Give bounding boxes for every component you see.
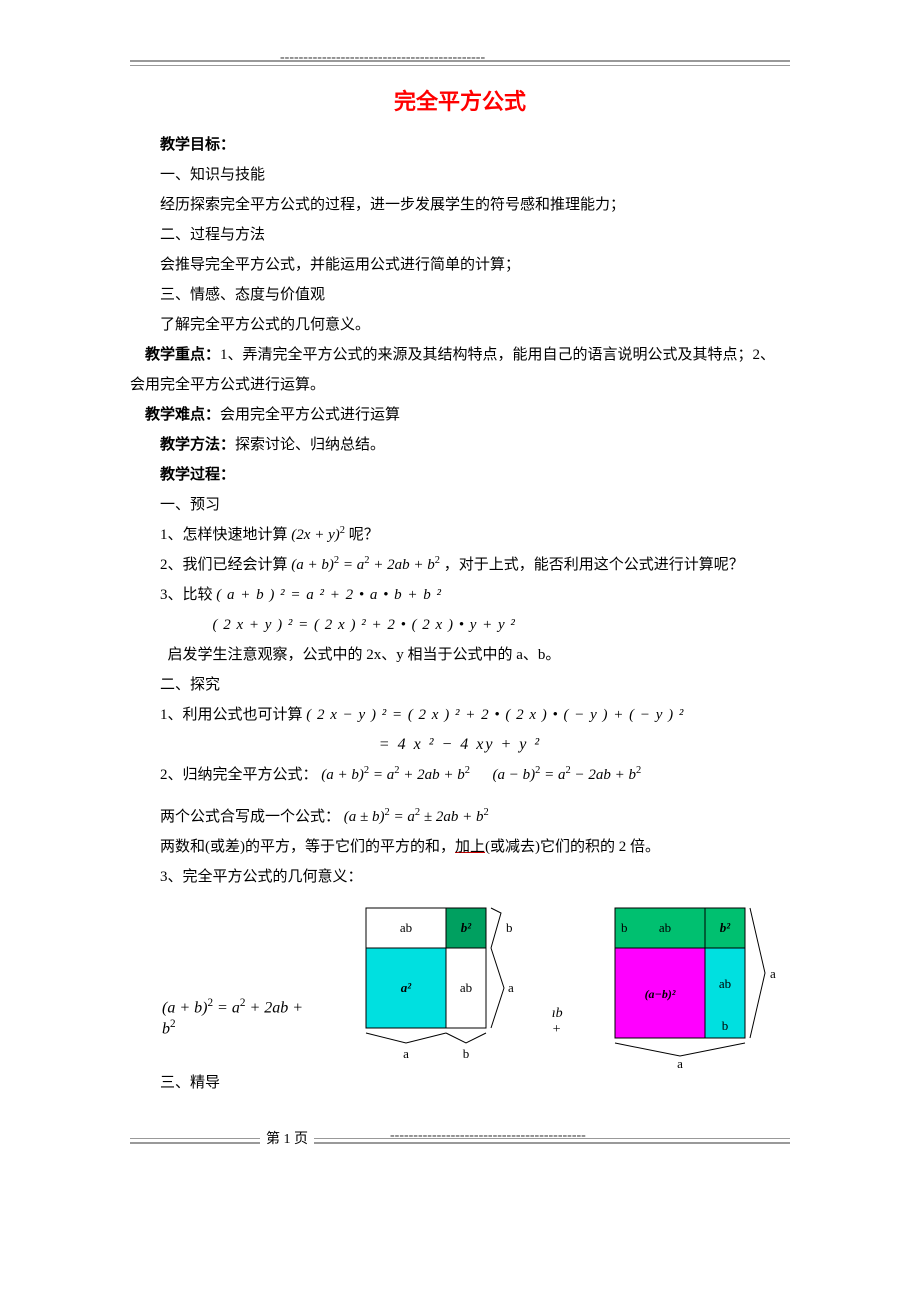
merge-label: 两个公式合写成一个公式： (160, 809, 340, 825)
footer: 第 1 页 ----------------------------------… (130, 1138, 790, 1144)
process-label: 教学过程： (130, 460, 790, 490)
merge-para: 两个公式合写成一个公式： (a ± b)2 = a2 ± 2ab + b2 (130, 802, 790, 832)
footer-dashes: ----------------------------------------… (390, 1128, 586, 1144)
d2-top-ab: ab (659, 920, 671, 935)
d1-bottom-b: b (463, 1046, 470, 1061)
preview-q1a: 1、怎样快速地计算 (160, 527, 288, 543)
diagram-diff-square: b ab b² (a−b)² ab b a a (605, 898, 790, 1068)
header-dashes: ----------------------------------------… (280, 50, 485, 66)
formula-2xy: (2x + y)2 (291, 527, 345, 543)
preview-heading: 一、预习 (130, 490, 790, 520)
preview-q2: 2、我们已经会计算 (a + b)2 = a2 + 2ab + b2 ，对于上式… (130, 550, 790, 580)
words-para: 两数和(或差)的平方，等于它们的平方的和，加上(或减去)它们的积的 2 倍。 (130, 832, 790, 862)
method-para: 教学方法：探索讨论、归纳总结。 (130, 430, 790, 460)
difficulty-text: 会用完全平方公式进行运算 (220, 407, 400, 423)
section3-heading: 三、情感、态度与价值观 (130, 280, 790, 310)
explore-formula-1: ( 2 x − y ) ² = ( 2 x ) ² + 2 • ( 2 x ) … (306, 707, 684, 723)
geo-hint: ıb + (552, 1006, 575, 1038)
preview-q1: 1、怎样快速地计算 (2x + y)2 呢？ (130, 520, 790, 550)
d2-right-b: b (722, 1018, 729, 1033)
d1-ab2-label: ab (460, 980, 472, 995)
section1-heading: 一、知识与技能 (130, 160, 790, 190)
footer-rule: 第 1 页 ----------------------------------… (130, 1138, 790, 1144)
page-number: 第 1 页 (260, 1128, 314, 1148)
sum-sq: (a + b)2 = a2 + 2ab + b2 (321, 767, 470, 783)
compare-line2: ( 2 x + y ) ² = ( 2 x ) ² + 2 • ( 2 x ) … (213, 617, 516, 633)
section2-heading: 二、过程与方法 (130, 220, 790, 250)
words-text2: (或减去)它们的积的 2 倍。 (485, 839, 660, 855)
method-label: 教学方法： (160, 437, 235, 453)
diagram-sum-square: ab b² a² ab b a a b (346, 898, 521, 1068)
preview-q3-label: 3、比较 (160, 587, 213, 603)
geo-heading: 3、完全平方公式的几何意义： (130, 862, 790, 892)
d1-bottom-a: a (404, 1046, 410, 1061)
preview-q2a: 2、我们已经会计算 (160, 557, 288, 573)
d2-right-ab: ab (719, 976, 731, 991)
preview-q1b: 呢？ (349, 527, 379, 543)
explore-heading: 二、探究 (130, 670, 790, 700)
formula-ab-expand: (a + b)2 = a2 + 2ab + b2 (291, 557, 440, 573)
observe-text: 启发学生注意观察，公式中的 2x、y 相当于公式中的 a、b。 (130, 640, 790, 670)
difficulty-para: 教学难点：会用完全平方公式进行运算 (130, 400, 790, 430)
doc-title: 完全平方公式 (130, 84, 790, 116)
d1-a2-label: a² (401, 980, 413, 995)
explore-q1-label: 1、利用公式也可计算 (160, 707, 303, 723)
pm-sq: (a ± b)2 = a2 ± 2ab + b2 (344, 809, 489, 825)
explore-q1: 1、利用公式也可计算 ( 2 x − y ) ² = ( 2 x ) ² + 2… (130, 700, 790, 730)
goal-label: 教学目标： (130, 130, 790, 160)
diagram-row: (a + b)2 = a2 + 2ab + b2 ab b² a² ab (130, 898, 790, 1068)
words-text: 两数和(或差)的平方，等于它们的平方的和， (160, 839, 455, 855)
d2-amb2-label: (a−b)² (645, 987, 676, 1001)
compare-line2-wrap: ( 2 x + y ) ² = ( 2 x ) ² + 2 • ( 2 x ) … (130, 610, 790, 640)
words-underline: 加上 (455, 839, 485, 855)
d1-ab1-label: ab (400, 920, 412, 935)
compare-line1: ( a + b ) ² = a ² + 2 • a • b + b ² (216, 587, 442, 603)
geo-left-formula: (a + b)2 = a2 + 2ab + b2 (162, 997, 316, 1038)
header-rule: ----------------------------------------… (130, 60, 790, 66)
d2-b2-label: b² (720, 920, 732, 935)
method-text: 探索讨论、归纳总结。 (235, 437, 385, 453)
document-page: ----------------------------------------… (0, 0, 920, 1184)
preview-q2b: ，对于上式，能否利用这个公式进行计算呢？ (444, 557, 744, 573)
section3-text: 了解完全平方公式的几何意义。 (130, 310, 790, 340)
d1-b2-label: b² (461, 920, 473, 935)
d1-right-a: a (508, 980, 514, 995)
d2-top-b: b (621, 920, 628, 935)
explore-q2: 2、归纳完全平方公式： (a + b)2 = a2 + 2ab + b2 (a … (130, 760, 790, 790)
d1-right-b: b (506, 920, 513, 935)
difficulty-label: 教学难点： (145, 407, 220, 423)
focus-para: 教学重点：1、弄清完全平方公式的来源及其结构特点，能用自己的语言说明公式及其特点… (130, 340, 790, 400)
explore-q2-label: 2、归纳完全平方公式： (160, 767, 318, 783)
explore-formula-2: = 4 x ² − 4 xy + y ² (130, 736, 790, 754)
focus-label: 教学重点： (145, 347, 220, 363)
section2-text: 会推导完全平方公式，并能运用公式进行简单的计算； (130, 250, 790, 280)
d2-bottom-a: a (677, 1056, 683, 1068)
focus-text: 1、弄清完全平方公式的来源及其结构特点，能用自己的语言说明公式及其特点；2、会用… (130, 347, 775, 393)
preview-q3: 3、比较 ( a + b ) ² = a ² + 2 • a • b + b ² (130, 580, 790, 610)
lecture-heading: 三、精导 (130, 1068, 790, 1098)
diff-sq: (a − b)2 = a2 − 2ab + b2 (493, 767, 642, 783)
section1-text: 经历探索完全平方公式的过程，进一步发展学生的符号感和推理能力； (130, 190, 790, 220)
d2-side-a: a (770, 966, 776, 981)
